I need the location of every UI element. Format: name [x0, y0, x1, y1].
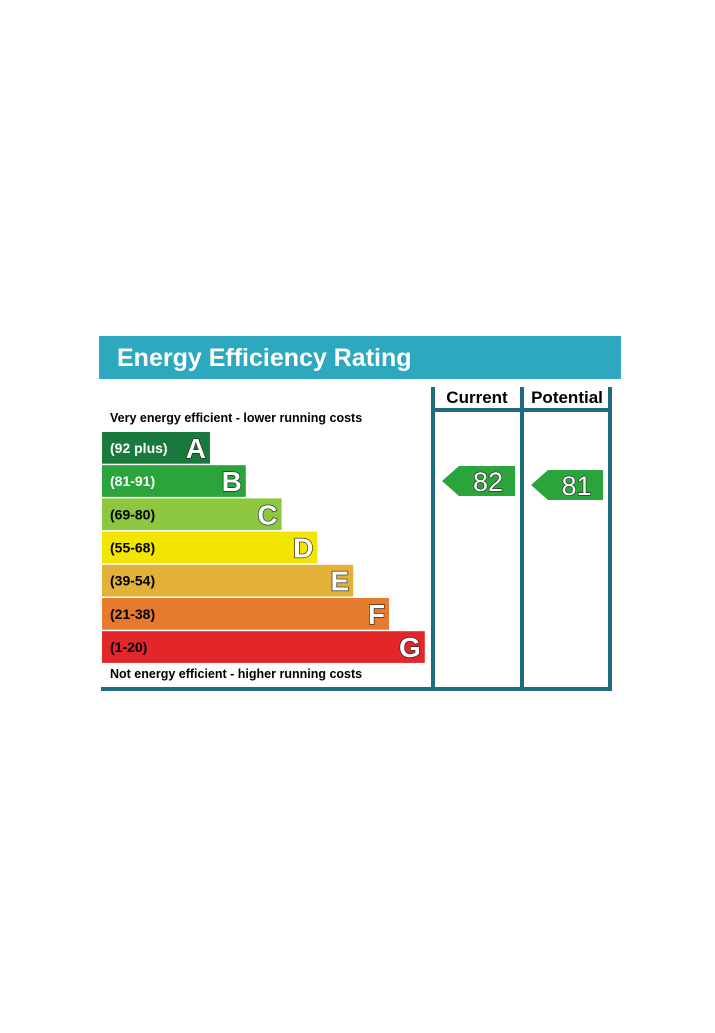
- band-g: (1-20) G: [102, 631, 425, 664]
- band-range-a: (92 plus): [110, 440, 168, 456]
- band-bar-f: [102, 598, 389, 630]
- band-letter-b: B: [222, 466, 242, 497]
- band-e: (39-54) E: [102, 564, 354, 597]
- band-range-e: (39-54): [110, 573, 155, 589]
- band-letter-c: C: [257, 499, 277, 530]
- potential-rating-arrow: 81: [531, 470, 603, 502]
- band-bar-g: [102, 631, 425, 663]
- band-range-d: (55-68): [110, 539, 155, 555]
- bottom-note: Not energy efficient - higher running co…: [110, 667, 362, 681]
- band-range-g: (1-20): [110, 639, 147, 655]
- band-range-c: (69-80): [110, 506, 155, 522]
- band-bar-e: [102, 564, 354, 597]
- title-bar: [99, 336, 621, 379]
- band-letter-g: G: [399, 632, 421, 663]
- band-bar-c: [102, 498, 282, 531]
- band-bar-b: [102, 465, 246, 497]
- potential-rating-arrow-shape: [531, 470, 603, 501]
- band-bar-d: [102, 531, 318, 564]
- chart-title: Energy Efficiency Rating: [117, 344, 412, 372]
- band-a: (92 plus) A: [102, 432, 210, 465]
- rating-bands: (92 plus) A(81-91) B(69-80) C(55-68) D(39-54…: [102, 432, 425, 664]
- band-f: (21-38) F: [102, 598, 389, 630]
- current-column-header: Current: [446, 388, 508, 407]
- band-c: (69-80) C: [102, 498, 282, 531]
- current-rating-arrow-shape: [442, 466, 515, 497]
- top-note: Very energy efficient - lower running co…: [110, 411, 362, 425]
- band-letter-a: A: [186, 433, 206, 464]
- current-rating-arrow-value: 82: [473, 467, 503, 497]
- band-letter-f: F: [368, 599, 385, 630]
- band-b: (81-91) B: [102, 465, 246, 498]
- chart-frame: [101, 387, 612, 691]
- band-letter-e: E: [331, 566, 350, 597]
- band-d: (55-68) D: [102, 531, 318, 564]
- rating-arrows: 82 81: [442, 466, 603, 502]
- current-rating-arrow: 82: [442, 466, 515, 498]
- band-letter-d: D: [293, 532, 313, 563]
- band-range-b: (81-91): [110, 473, 155, 489]
- band-bar-a: [102, 432, 210, 464]
- band-range-f: (21-38): [110, 606, 155, 622]
- potential-rating-arrow-value: 81: [561, 471, 591, 501]
- potential-column-header: Potential: [531, 388, 603, 407]
